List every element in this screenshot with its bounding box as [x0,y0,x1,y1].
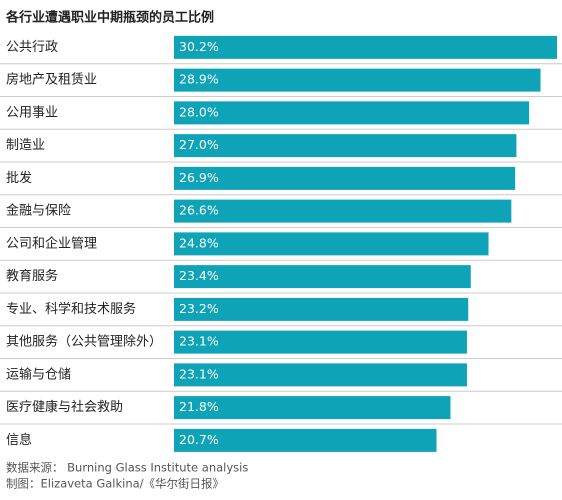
source: 数据来源： Burning Glass Institute analysis [6,461,248,475]
value-label: 24.8% [179,235,219,250]
category-label: 医疗健康与社会救助 [6,399,123,415]
bar [174,232,489,256]
bar [174,199,512,223]
category-label: 其他服务（公共管理除外） [6,334,162,350]
category-label: 公司和企业管理 [6,235,97,251]
category-label: 公共行政 [6,40,58,55]
bar [174,35,557,59]
value-label: 26.6% [179,203,219,218]
value-label: 28.0% [179,104,219,119]
category-label: 批发 [6,170,32,186]
value-label: 23.4% [179,268,219,283]
value-label: 23.1% [179,366,219,381]
bar [174,134,517,158]
value-label: 28.9% [179,72,219,87]
bar [174,428,437,452]
value-label: 26.9% [179,170,219,185]
category-label: 公用事业 [6,105,58,120]
category-label: 信息 [6,432,32,448]
bar [174,297,469,321]
category-label: 运输与仓储 [6,366,71,382]
bar [174,330,467,354]
bar [174,101,530,125]
category-label: 专业、科学和技术服务 [6,301,136,317]
bar [174,265,471,289]
value-label: 30.2% [179,39,219,54]
category-label: 教育服务 [6,268,58,284]
value-label: 23.2% [179,301,219,316]
value-label: 27.0% [179,137,219,152]
category-label: 金融与保险 [6,203,71,219]
bar [174,396,451,420]
credit: 制图：Elizaveta Galkina/《华尔街日报》 [6,477,224,491]
bar [174,68,541,92]
category-label: 房地产及租赁业 [6,72,97,88]
value-label: 20.7% [179,432,219,447]
chart-title: 各行业遭遇职业中期瓶颈的员工比例 [5,10,214,26]
bar [174,363,467,387]
value-label: 23.1% [179,334,219,349]
category-label: 制造业 [6,138,45,153]
bar [174,166,516,190]
value-label: 21.8% [179,399,219,414]
